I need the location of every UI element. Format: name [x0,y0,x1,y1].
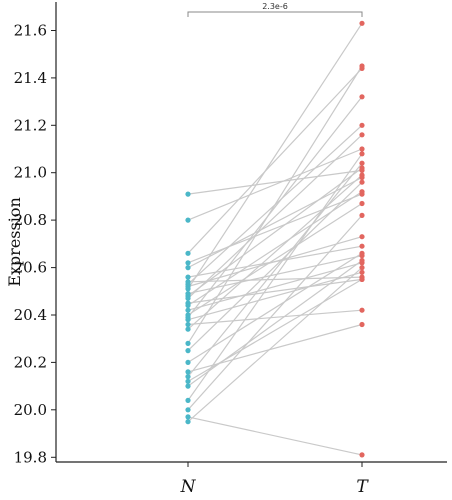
n-point-29 [185,397,191,403]
pair-line-1 [187,169,363,195]
t-point-31 [359,452,365,458]
pair-line-17 [187,202,363,316]
t-point-13 [359,132,365,138]
pair-line-10 [187,22,363,290]
n-point-10 [185,286,191,292]
t-point-23 [359,179,365,185]
n-point-21 [185,326,191,332]
y-tick-label: 19.8 [14,448,47,466]
n-point-13 [185,295,191,301]
t-point-27 [359,276,365,282]
t-point-18 [359,94,365,100]
pair-line-32 [187,267,363,423]
pair-line-13 [187,134,363,299]
t-point-15 [359,189,365,195]
n-point-3 [185,250,191,256]
t-point-12 [359,165,365,171]
p-value-label: 2.3e-6 [262,2,288,11]
pair-line-12 [187,167,363,297]
n-point-5 [185,265,191,271]
pair-line-21 [187,174,363,330]
n-point-2 [185,217,191,223]
t-point-28 [359,257,365,264]
pair-line-23 [187,181,363,352]
n-point-15 [185,302,191,309]
pair-line-29 [187,153,363,401]
y-tick-label: 21.6 [14,22,47,40]
n-point-4 [185,260,191,266]
pair-line-2 [187,148,363,221]
t-point-30 [359,212,365,218]
n-point-26 [185,374,191,380]
pair-line-19 [187,271,363,321]
pair-line-31 [187,416,363,456]
n-point-20 [185,321,191,328]
t-point-32 [359,265,365,271]
y-tick-label: 21.0 [14,164,47,182]
pair-line-14 [187,278,363,304]
t-point-25 [359,321,365,328]
y-tick-label: 20.6 [14,259,47,277]
t-point-8 [359,122,365,128]
n-point-22 [185,340,191,346]
y-tick-label: 20.0 [14,401,47,419]
y-tick-label: 21.2 [14,116,47,134]
pair-line-4 [187,193,363,264]
pair-line-11 [187,255,363,295]
n-point-19 [185,317,191,323]
t-point-9 [359,234,365,240]
axes: 19.8 20.0 20.2 20.4 20.6 20.8 21.0 21.2 21.4 21.6… [14,2,447,497]
t-point-17 [359,200,365,207]
n-point-24 [185,359,191,365]
t-point-6 [359,243,365,249]
t-point-2 [359,146,365,152]
significance-bracket [187,11,363,17]
bracket-line [187,11,363,17]
n-point-32 [185,419,191,425]
n-point-30 [185,407,191,413]
n-point-23 [185,348,191,354]
pair-line-25 [187,323,363,373]
y-axis-title: Expression [5,197,24,287]
y-tick-label: 20.2 [14,353,47,371]
t-point-10 [359,20,365,26]
t-point-19 [359,269,365,275]
pair-line-27 [187,278,363,382]
pair-line-5 [187,176,363,269]
pair-line-26 [187,162,363,377]
pair-line-18 [187,96,363,318]
n-point-6 [185,274,191,280]
n-point-16 [185,307,191,313]
t-point-20 [359,307,365,313]
pair-line-24 [187,252,363,363]
pair-line-28 [187,260,363,387]
data-points [185,20,365,458]
x-tick-label: T [356,477,369,497]
y-tick-label: 20.8 [14,211,47,229]
n-point-31 [185,414,191,420]
t-point-22 [359,63,365,69]
pair-line-16 [187,262,363,311]
pair-line-3 [187,67,363,254]
pair-line-22 [187,65,363,344]
pair-lines [187,22,363,456]
t-point-21 [359,172,365,178]
pair-line-9 [187,236,363,288]
t-point-26 [359,160,365,166]
n-point-27 [185,378,191,384]
pair-line-30 [187,214,363,411]
x-tick-label: N [180,477,197,497]
t-point-24 [359,250,365,256]
y-tick-label: 20.4 [14,306,47,324]
n-point-1 [185,191,191,197]
t-point-29 [359,151,365,157]
n-point-25 [185,369,191,375]
n-point-28 [185,383,191,389]
y-tick-label: 21.4 [14,69,47,87]
